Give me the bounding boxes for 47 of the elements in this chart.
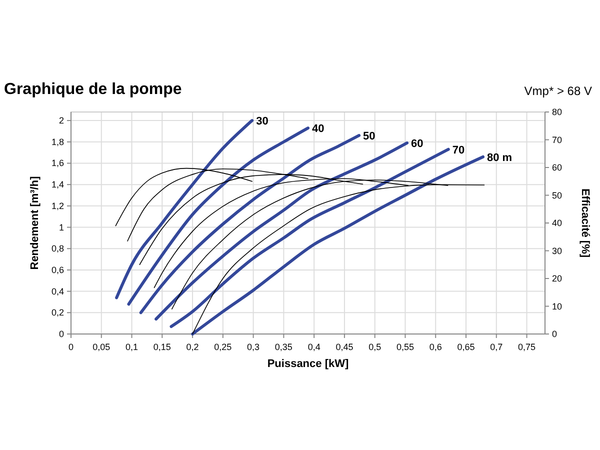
x-tick-label: 0,05	[92, 342, 110, 352]
x-tick-label: 0,1	[126, 342, 138, 352]
series-label: 30	[256, 116, 268, 128]
x-tick-label: 0,2	[186, 342, 199, 352]
series-label: 80 m	[487, 152, 512, 164]
x-tick-label: 0	[68, 342, 74, 352]
text: Vmp* > 68 V	[524, 84, 592, 98]
x-tick-label: 0,15	[153, 342, 171, 352]
y-tick-label: 0,2	[51, 308, 64, 318]
y-tick-label: 0,6	[51, 264, 64, 275]
y-tick-label: 0	[58, 329, 64, 339]
y2-tick-label: 10	[552, 301, 562, 312]
x-axis-title: Puissance [kW]	[267, 358, 349, 370]
series-label: 70	[452, 144, 465, 156]
x-tick-label: 0,75	[518, 342, 536, 352]
y2-tick-label: 40	[552, 218, 562, 228]
y-tick-label: 2	[58, 116, 64, 126]
x-tick-label: 0,25	[214, 342, 232, 352]
y2-tick-label: 80	[552, 107, 562, 117]
y2-tick-label: 70	[552, 134, 562, 145]
series-label: 50	[363, 130, 376, 142]
x-tick-label: 0,7	[490, 342, 503, 352]
y-tick-label: 1,2	[51, 200, 64, 211]
y2-tick-label: 20	[552, 274, 562, 284]
y2-axis-title: Efficacité [%]	[579, 188, 591, 258]
x-tick-label: 0,45	[336, 342, 354, 352]
chart-title: Graphique de la pompe	[4, 81, 182, 98]
y-tick-label: 1,8	[51, 136, 64, 147]
series-label: 60	[411, 138, 424, 150]
x-tick-label: 0,55	[396, 342, 414, 352]
y-tick-label: 0,4	[51, 286, 64, 296]
series-label: 40	[312, 123, 324, 136]
y2-tick-label: 60	[552, 162, 562, 172]
y-tick-label: 1,6	[51, 158, 64, 168]
y2-tick-label: 30	[552, 246, 562, 256]
x-tick-label: 0,5	[368, 342, 382, 352]
x-tick-label: 0,35	[274, 342, 292, 352]
x-tick-label: 0,6	[429, 342, 442, 352]
x-tick-label: 0,3	[247, 342, 260, 352]
y-tick-label: 1	[58, 222, 64, 232]
y-tick-label: 1,4	[51, 180, 64, 190]
y2-tick-label: 50	[552, 190, 562, 200]
x-tick-label: 0,4	[308, 342, 320, 352]
y-axis-title: Rendement [m³/h]	[29, 176, 41, 270]
x-tick-label: 0,65	[457, 342, 475, 352]
y2-tick-label: 0	[552, 329, 558, 339]
y-tick-label: 0,8	[51, 244, 64, 254]
